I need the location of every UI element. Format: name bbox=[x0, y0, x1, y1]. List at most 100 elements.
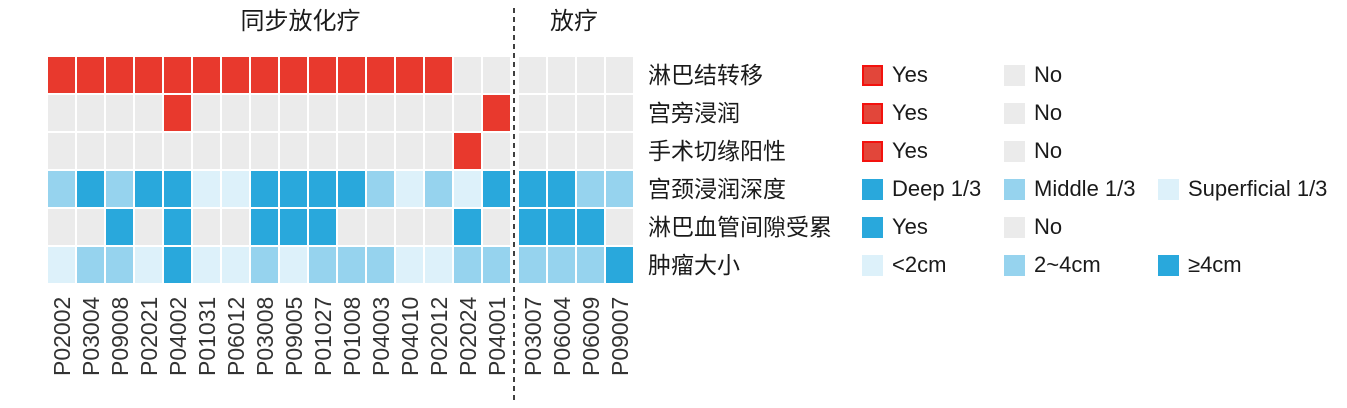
heatmap-cell bbox=[483, 95, 510, 131]
legend-label: Deep 1/3 bbox=[892, 176, 982, 201]
heatmap-cell bbox=[367, 95, 394, 131]
heatmap-cell bbox=[77, 171, 104, 207]
legend-swatch bbox=[862, 178, 883, 200]
legend-label: Yes bbox=[892, 138, 928, 163]
heatmap-cell bbox=[106, 57, 133, 93]
patient-id-text: P01008 bbox=[338, 296, 365, 376]
heatmap-cell bbox=[77, 57, 104, 93]
heatmap-cell bbox=[396, 57, 423, 93]
row-label: 肿瘤大小 bbox=[648, 252, 740, 278]
legend-label: Middle 1/3 bbox=[1034, 176, 1136, 201]
heatmap-cell bbox=[193, 247, 220, 283]
row-label: 淋巴结转移 bbox=[648, 62, 763, 88]
group-gap bbox=[512, 133, 517, 169]
patient-id-label: P09007 bbox=[606, 292, 633, 376]
heatmap-cell bbox=[454, 133, 481, 169]
group-header-rt: 放疗 bbox=[550, 8, 598, 35]
heatmap-cell bbox=[548, 133, 575, 169]
group-divider-dashed-line bbox=[513, 8, 515, 400]
heatmap-cell bbox=[338, 171, 365, 207]
legend-item: No bbox=[1004, 57, 1062, 93]
heatmap-cell bbox=[193, 171, 220, 207]
heatmap-cell bbox=[251, 95, 278, 131]
heatmap-cell bbox=[193, 133, 220, 169]
heatmap-cell bbox=[367, 209, 394, 245]
heatmap-cell bbox=[454, 171, 481, 207]
heatmap-cell bbox=[577, 171, 604, 207]
heatmap-cell bbox=[577, 209, 604, 245]
heatmap-cell bbox=[367, 57, 394, 93]
legend-swatch bbox=[862, 64, 883, 86]
legend-swatch bbox=[1158, 254, 1179, 276]
patient-id-label: P06009 bbox=[577, 292, 604, 376]
heatmap-row-6 bbox=[48, 247, 633, 283]
patient-id-text: P04002 bbox=[164, 296, 191, 376]
legend-label: No bbox=[1034, 62, 1063, 87]
legend-item: No bbox=[1004, 95, 1062, 131]
patient-id-text: P04001 bbox=[483, 296, 510, 376]
legend-item: ≥4cm bbox=[1158, 247, 1242, 283]
legend-swatch bbox=[1004, 102, 1025, 124]
legend-label: <2cm bbox=[892, 252, 947, 277]
heatmap-cell bbox=[606, 247, 633, 283]
patient-id-label: P03008 bbox=[251, 292, 278, 376]
heatmap-cell bbox=[48, 133, 75, 169]
heatmap-cell bbox=[454, 95, 481, 131]
heatmap-cell bbox=[425, 171, 452, 207]
legend-swatch bbox=[862, 254, 883, 276]
heatmap-cell bbox=[577, 133, 604, 169]
legend-item: 2~4cm bbox=[1004, 247, 1101, 283]
heatmap-cell bbox=[454, 247, 481, 283]
heatmap-cell bbox=[483, 171, 510, 207]
patient-id-label: P04002 bbox=[164, 292, 191, 376]
patient-id-text: P09008 bbox=[106, 296, 133, 376]
heatmap-row-2 bbox=[48, 95, 633, 131]
heatmap-cell bbox=[425, 95, 452, 131]
heatmap-cell bbox=[606, 133, 633, 169]
legend-swatch bbox=[1004, 216, 1025, 238]
group-gap bbox=[512, 171, 517, 207]
legend-item: Yes bbox=[862, 95, 928, 131]
patient-id-text: P06012 bbox=[222, 296, 249, 376]
group-gap bbox=[512, 247, 517, 283]
heatmap-cell bbox=[548, 247, 575, 283]
legend-item: No bbox=[1004, 209, 1062, 245]
patient-id-text: P03004 bbox=[77, 296, 104, 376]
heatmap-cell bbox=[193, 57, 220, 93]
heatmap-cell bbox=[519, 133, 546, 169]
heatmap-cell bbox=[280, 171, 307, 207]
heatmap-cell bbox=[483, 209, 510, 245]
patient-id-label: P01027 bbox=[309, 292, 336, 376]
patient-id-text: P06009 bbox=[577, 296, 604, 376]
heatmap-cell bbox=[164, 95, 191, 131]
heatmap-cell bbox=[396, 247, 423, 283]
patient-id-labels: P02002 P03004 P09008 P02021 P04002 P01031 P060… bbox=[48, 292, 633, 376]
patient-id-text: P02002 bbox=[48, 296, 75, 376]
heatmap-cell bbox=[454, 57, 481, 93]
patient-id-label: P06004 bbox=[548, 292, 575, 376]
patient-id-text: P06004 bbox=[548, 296, 575, 376]
heatmap-cell bbox=[338, 133, 365, 169]
heatmap-cell bbox=[483, 247, 510, 283]
heatmap-cell bbox=[548, 95, 575, 131]
heatmap-cell bbox=[519, 247, 546, 283]
heatmap-cell bbox=[309, 247, 336, 283]
group-header-ccrt: 同步放化疗 bbox=[240, 8, 361, 35]
patient-id-label: P02002 bbox=[48, 292, 75, 376]
heatmap-cell bbox=[222, 133, 249, 169]
heatmap-cell bbox=[338, 95, 365, 131]
legend-swatch bbox=[1004, 64, 1025, 86]
heatmap-cell bbox=[280, 209, 307, 245]
heatmap-cell bbox=[548, 209, 575, 245]
patient-id-text: P02012 bbox=[425, 296, 452, 376]
heatmap-cell bbox=[548, 171, 575, 207]
patient-id-text: P01031 bbox=[193, 296, 220, 376]
heatmap-cell bbox=[280, 133, 307, 169]
heatmap-cell bbox=[577, 57, 604, 93]
patient-id-label: P06012 bbox=[222, 292, 249, 376]
heatmap-row-5 bbox=[48, 209, 633, 245]
legend-label: No bbox=[1034, 214, 1063, 239]
heatmap-cell bbox=[425, 133, 452, 169]
heatmap-cell bbox=[606, 171, 633, 207]
